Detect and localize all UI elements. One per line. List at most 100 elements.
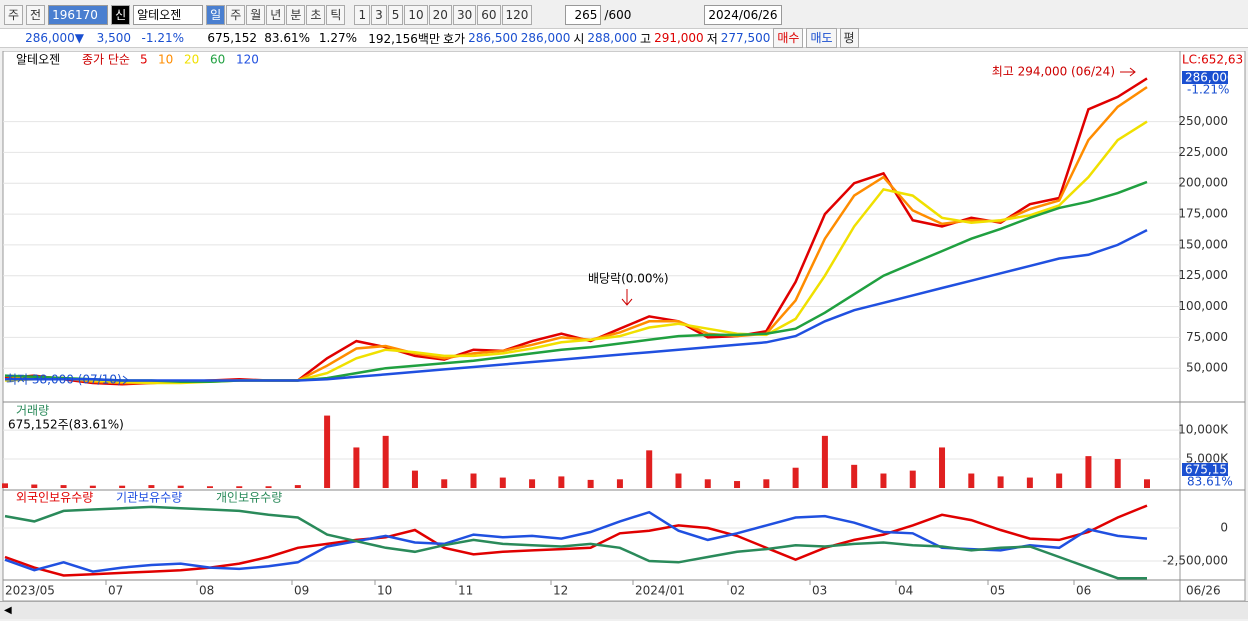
x-tick-label: 09 [294,584,309,598]
x-tick-label: 04 [898,584,913,598]
volume-bar [587,479,594,488]
volume-bar [2,483,8,488]
y-tick-label: -2,500,000 [1163,554,1228,568]
y-tick-label: 10,000K [1178,423,1229,437]
volume-bar [1026,477,1033,488]
legend-entry: 개인보유수량 [216,491,282,505]
x-tick-label: 10 [377,584,392,598]
period-button[interactable]: 틱 [326,5,346,25]
volume-bar [763,479,770,488]
volume-bar [646,450,653,488]
legend-entry: 120 [236,53,259,67]
x-tick-label: 05 [990,584,1005,598]
period-button[interactable]: 초 [306,5,326,25]
high-label: 고 [640,31,652,46]
panel-title: 거래량 [16,404,49,418]
series-line [4,504,1148,577]
volume-bar [499,477,506,488]
interval-button[interactable]: 20 [428,5,452,25]
x-tick-label: 02 [730,584,745,598]
volume-bar [1056,473,1063,488]
x-tick-label: 07 [108,584,123,598]
buy-button[interactable]: 매수 [773,28,804,48]
high: 291,000 [654,31,704,45]
date-input[interactable]: 2024/06/26 [704,5,782,25]
volume: 675,152 [207,31,257,45]
prev-button[interactable]: 전 [26,5,46,25]
y-tick-label: 175,000 [1178,207,1228,221]
volume-bar [1114,459,1121,488]
series-line [5,228,1148,382]
dividend-annotation: 배당락(0.00%) [588,272,669,286]
volume-bar [968,473,975,488]
volume-bar [411,470,418,488]
volume-bar [704,479,711,488]
ask-label: 호가 [443,31,466,46]
volume-bar [1144,479,1150,488]
volume-bar [616,479,623,488]
volume-bar [382,435,389,488]
volume-bar [31,484,38,488]
high-annotation: 최고 294,000 (06/24) [992,65,1115,79]
period-button[interactable]: 주 [226,5,246,25]
interval-group: 1 3 5 10 20 30 60 120 [354,5,533,25]
interval-button[interactable]: 1 [354,5,371,25]
low-arrow [112,375,129,385]
volume-bar [177,485,184,488]
volume-bar [148,485,155,488]
low-annotation: 최저 38,000 (07/10) [6,373,122,387]
sell-button[interactable]: 매도 [806,28,837,48]
volume-bar [939,447,946,488]
y-tick-label: 150,000 [1178,237,1228,251]
low-label: 저 [706,31,718,46]
period-button[interactable]: 분 [286,5,306,25]
quote-bar: 286,000▼ 3,500 -1.21% 675,152 83.61% 1.2… [0,28,1248,48]
volume-bar [324,415,331,488]
market-select[interactable]: 주 [4,5,24,25]
legend-title: 종가 단순 [82,53,130,67]
interval-button[interactable]: 120 [501,5,533,25]
stock-name[interactable]: 알테오젠 [133,5,204,25]
price: 286,000▼ [25,31,84,45]
y-tick-label: 200,000 [1178,176,1228,190]
x-tick-label: 2023/05 [5,584,55,598]
last-change: -1.21% [1187,83,1229,97]
y-tick-label: 225,000 [1178,145,1228,159]
low: 277,500 [720,31,771,45]
legend-entry: 외국인보유수량 [16,491,93,505]
x-tick-label: 2024/01 [635,584,685,598]
x-tick-label: 08 [199,584,214,598]
code-input[interactable]: 196170 [48,5,109,25]
scroll-bar[interactable]: ◀ [0,601,1248,619]
turnover: 1.27% [318,31,357,45]
volume-bar [265,486,272,488]
volume-bar [119,485,126,488]
period-button[interactable]: 일 [206,5,226,25]
avg-button[interactable]: 평 [839,28,859,48]
volume-bar [60,485,67,488]
interval-button[interactable]: 10 [404,5,428,25]
interval-button[interactable]: 30 [452,5,477,25]
y-tick-label: 75,000 [1186,330,1228,344]
interval-button[interactable]: 60 [477,5,501,25]
period-button[interactable]: 년 [266,5,286,25]
interval-button[interactable]: 3 [371,5,387,25]
volume-bar [441,479,448,488]
interval-button[interactable]: 5 [387,5,404,25]
scroll-left[interactable]: ◀ [4,605,12,616]
count-input[interactable]: 265 [565,5,602,25]
legend-entry: 60 [210,53,225,67]
period-button[interactable]: 월 [246,5,266,25]
change-pct: -1.21% [141,31,184,45]
y-tick-label: 125,000 [1178,268,1228,282]
series-line [4,505,1147,580]
legend-entry: 5 [140,53,148,67]
volume-bar [206,486,213,488]
volume-bar [353,447,360,488]
last-volume-box [1182,463,1228,476]
legend-entry: 10 [158,53,173,67]
dividend-arrow [621,289,633,306]
